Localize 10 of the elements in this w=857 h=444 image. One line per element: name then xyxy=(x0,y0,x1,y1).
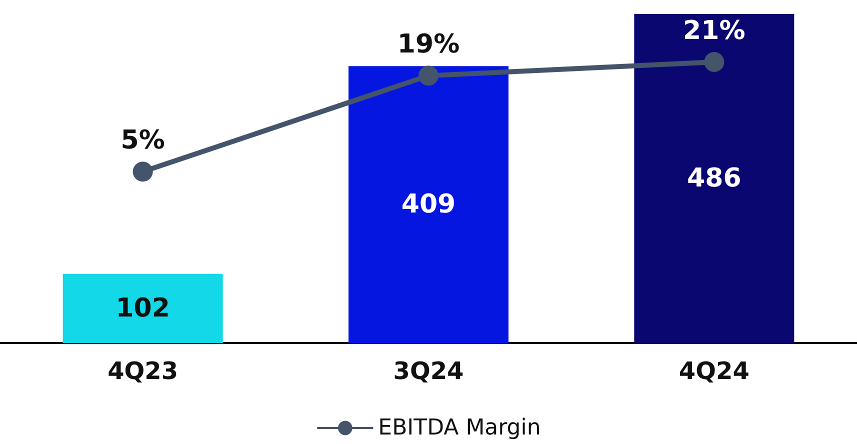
data-label: 409 xyxy=(401,190,456,220)
data-label: 21% xyxy=(683,16,746,46)
x-tick-label: 4Q23 xyxy=(108,357,178,385)
data-label: 5% xyxy=(120,126,165,156)
data-label: 19% xyxy=(397,30,460,60)
x-tick-label: 3Q24 xyxy=(393,357,464,385)
legend-label: EBITDA Margin xyxy=(378,416,541,440)
data-label: 102 xyxy=(116,293,170,324)
x-tick-label: 4Q24 xyxy=(678,357,750,385)
data-label: 486 xyxy=(687,164,742,194)
